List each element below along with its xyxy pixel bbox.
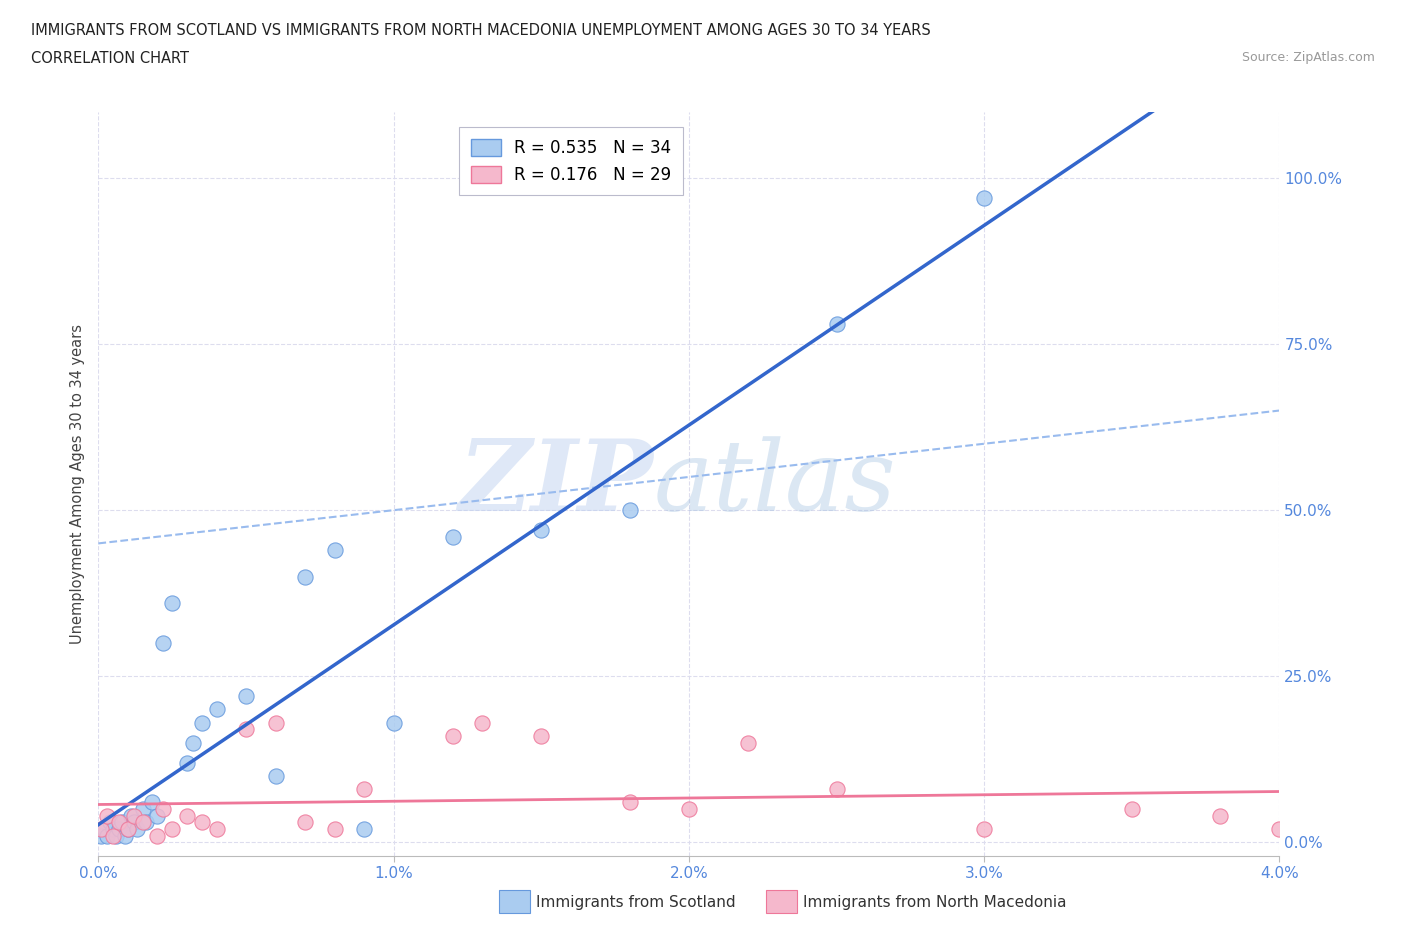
Point xyxy=(264,715,287,730)
Point xyxy=(132,802,155,817)
Point xyxy=(93,821,115,836)
Point xyxy=(135,815,157,830)
Point xyxy=(619,795,641,810)
Point xyxy=(973,821,995,836)
Point xyxy=(382,715,405,730)
Point xyxy=(678,802,700,817)
Point xyxy=(122,808,145,823)
Point xyxy=(141,795,163,810)
Point xyxy=(90,821,112,836)
Point xyxy=(162,596,183,611)
Text: Source: ZipAtlas.com: Source: ZipAtlas.com xyxy=(1241,51,1375,64)
Point xyxy=(96,808,118,823)
Point xyxy=(111,815,134,830)
Point xyxy=(1209,808,1232,823)
Point xyxy=(108,821,131,836)
Point xyxy=(117,821,139,836)
Point xyxy=(294,815,316,830)
Point xyxy=(441,728,464,743)
Text: IMMIGRANTS FROM SCOTLAND VS IMMIGRANTS FROM NORTH MACEDONIA UNEMPLOYMENT AMONG A: IMMIGRANTS FROM SCOTLAND VS IMMIGRANTS F… xyxy=(31,23,931,38)
Point xyxy=(176,755,198,770)
Point xyxy=(353,821,375,836)
Point xyxy=(103,821,125,836)
Point xyxy=(619,503,641,518)
Text: atlas: atlas xyxy=(654,436,896,531)
Point xyxy=(1121,802,1143,817)
Point xyxy=(191,815,214,830)
Point xyxy=(105,829,128,844)
Point xyxy=(530,523,553,538)
Point xyxy=(122,815,145,830)
Point xyxy=(132,815,155,830)
Point xyxy=(235,722,257,737)
Point xyxy=(146,829,169,844)
Point xyxy=(114,829,136,844)
Point xyxy=(181,736,204,751)
Point xyxy=(96,829,118,844)
Point xyxy=(162,821,183,836)
Legend: R = 0.535   N = 34, R = 0.176   N = 29: R = 0.535 N = 34, R = 0.176 N = 29 xyxy=(458,127,683,195)
Point xyxy=(264,768,287,783)
Point xyxy=(323,542,346,557)
Point xyxy=(235,689,257,704)
Point xyxy=(323,821,346,836)
Point xyxy=(1268,821,1291,836)
Point xyxy=(152,802,174,817)
Point xyxy=(825,782,848,797)
Point xyxy=(108,815,131,830)
Point xyxy=(191,715,214,730)
Point xyxy=(117,821,139,836)
Point xyxy=(103,829,125,844)
Point xyxy=(294,569,316,584)
Point xyxy=(205,702,228,717)
Point xyxy=(146,808,169,823)
Point xyxy=(530,728,553,743)
Point xyxy=(471,715,494,730)
Point xyxy=(825,317,848,332)
Point xyxy=(973,191,995,206)
Y-axis label: Unemployment Among Ages 30 to 34 years: Unemployment Among Ages 30 to 34 years xyxy=(69,324,84,644)
Point xyxy=(90,829,112,844)
Point xyxy=(98,815,121,830)
Point xyxy=(353,782,375,797)
Text: ZIP: ZIP xyxy=(458,435,654,532)
Point xyxy=(125,821,148,836)
Point xyxy=(152,635,174,650)
Text: CORRELATION CHART: CORRELATION CHART xyxy=(31,51,188,66)
Point xyxy=(205,821,228,836)
Text: Immigrants from Scotland: Immigrants from Scotland xyxy=(536,895,735,910)
Point xyxy=(176,808,198,823)
Point xyxy=(737,736,759,751)
Point xyxy=(120,808,142,823)
Point xyxy=(441,529,464,544)
Text: Immigrants from North Macedonia: Immigrants from North Macedonia xyxy=(803,895,1066,910)
